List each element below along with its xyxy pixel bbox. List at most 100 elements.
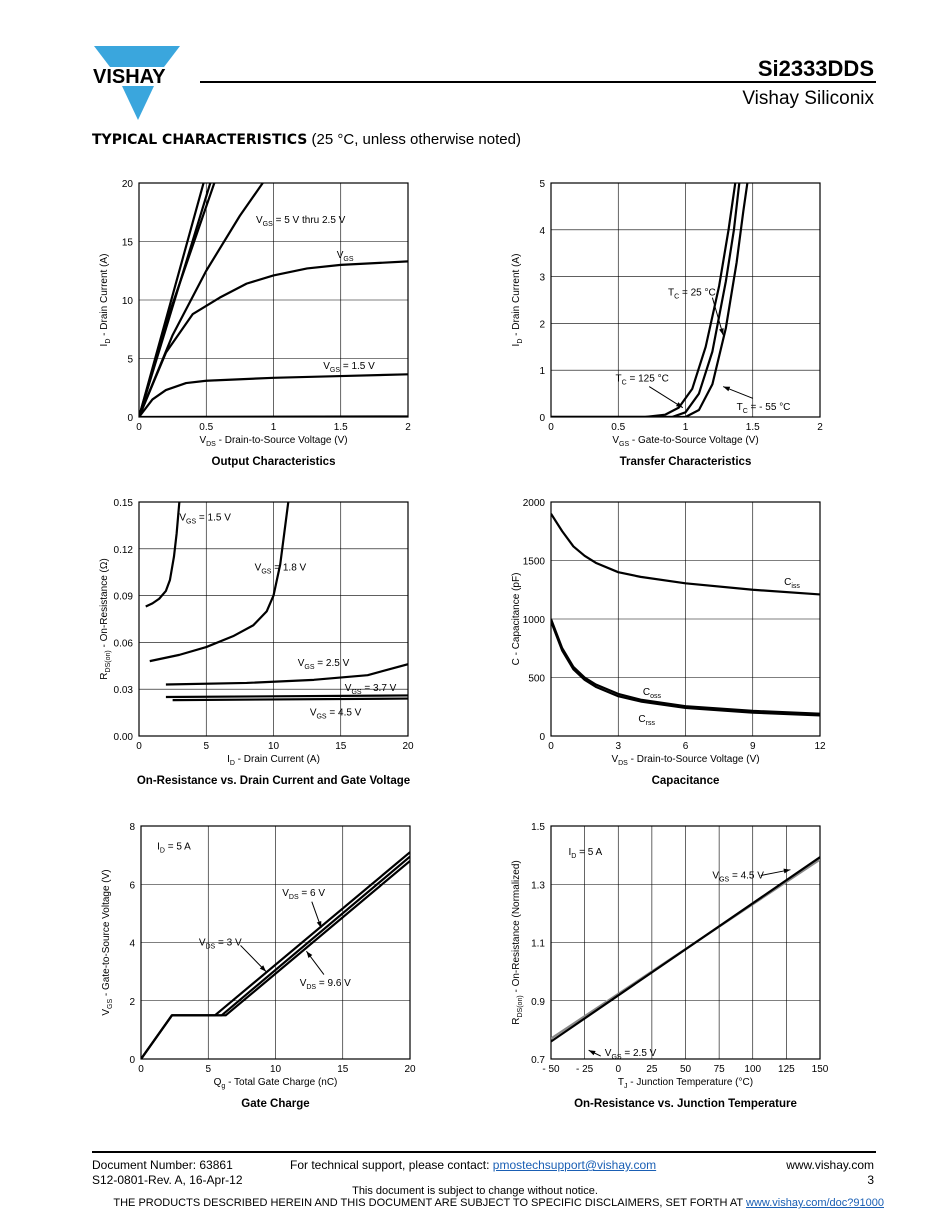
y-tick-label: 0 [539, 413, 545, 424]
y-tick-label: 0.9 [531, 997, 545, 1008]
y-tick-label: 0.7 [531, 1055, 545, 1066]
annotation-label: VGS = 5 V thru 2.5 V [256, 215, 346, 228]
annotation-label: VGS = 4.5 V [310, 708, 362, 721]
x-tick-label: 5 [205, 1064, 211, 1075]
y-tick-label: 0.09 [114, 592, 134, 603]
series-curve [139, 183, 216, 417]
y-tick-label: 0.06 [114, 638, 134, 649]
series-curve [165, 663, 408, 686]
series-curve [149, 502, 290, 663]
series-curve [551, 618, 820, 715]
y-axis-label: RDS(on) - On-Resistance (Ω) [99, 558, 112, 679]
annotation-label: Crss [638, 714, 655, 727]
y-tick-label: 0 [539, 732, 545, 743]
arrowhead [783, 868, 791, 874]
x-tick-label: 0 [136, 422, 142, 433]
annotation-label: ID = 5 A [157, 841, 191, 854]
x-tick-label: 25 [646, 1064, 658, 1075]
series-curve [139, 415, 408, 417]
x-tick-label: - 25 [576, 1064, 594, 1075]
x-axis-label: Qg - Total Gate Charge (nC) [214, 1077, 338, 1090]
y-axis-label: ID - Drain Current (A) [511, 254, 524, 347]
annotation-label: VGS = 4.5 V [712, 870, 764, 883]
chart-title: Transfer Characteristics [620, 456, 752, 468]
y-tick-label: 15 [122, 238, 134, 249]
y-axis-label: RDS(on) - On-Resistance (Normalized) [511, 860, 524, 1024]
y-tick-label: 1.3 [531, 880, 545, 891]
disclaimer-text: THE PRODUCTS DESCRIBED HEREIN AND THIS D… [113, 1197, 747, 1209]
chart-3: 0 3 6 9 12 0 500 1000 1500 2000 Ciss Coss Crss VDS - … [511, 498, 826, 787]
website: www.vishay.com [786, 1158, 874, 1172]
manufacturer: Vishay Siliconix [742, 88, 874, 109]
x-tick-label: 0.5 [611, 422, 625, 433]
plot-frame [138, 501, 409, 737]
x-tick-label: 0.5 [199, 422, 213, 433]
x-tick-label: 20 [402, 741, 414, 752]
x-tick-label: 10 [270, 1064, 282, 1075]
chart-1: 0 0.5 1 1.5 2 0 1 2 3 4 5 TC = 25 °C TC = 125 °C TC =… [511, 179, 823, 468]
doc-number: Document Number: 63861 [92, 1158, 233, 1172]
arrowhead [259, 965, 267, 972]
x-tick-label: 125 [778, 1064, 795, 1075]
annotation-label: ID = 5 A [568, 847, 602, 860]
y-tick-label: 4 [129, 939, 135, 950]
y-tick-label: 1.5 [531, 822, 545, 833]
x-tick-label: 12 [814, 741, 826, 752]
x-tick-label: 75 [714, 1064, 726, 1075]
x-tick-label: 15 [335, 741, 347, 752]
annotation-label: VGS = 1.8 V [255, 563, 307, 576]
x-tick-label: 0 [138, 1064, 144, 1075]
section-note: (25 °C, unless otherwise noted) [311, 131, 521, 148]
x-axis-label: ID - Drain Current (A) [227, 754, 320, 767]
chart-title: On-Resistance vs. Junction Temperature [574, 1098, 797, 1110]
arrowhead [316, 920, 322, 928]
series-curve [141, 860, 410, 1059]
y-tick-label: 2000 [523, 498, 546, 509]
support-email-link[interactable]: pmostechsupport@vishay.com [492, 1158, 657, 1172]
annotation-label: VDS = 6 V [282, 888, 325, 901]
support-text: For technical support, please contact: [290, 1158, 493, 1172]
annotation-label: VGS = 2.5 V [298, 658, 350, 671]
series-curve [172, 697, 408, 702]
chart-5: - 50 - 25 0 25 50 75 100 125 150 0.7 0.9 1.1 1.3 1.5 I… [511, 822, 829, 1110]
y-tick-label: 2 [539, 319, 545, 330]
arrowhead [675, 402, 683, 408]
x-tick-label: 1.5 [334, 422, 348, 433]
plot-frame [140, 825, 411, 1060]
arrowhead [306, 951, 313, 958]
x-tick-label: 2 [817, 422, 823, 433]
x-tick-label: 6 [683, 741, 689, 752]
x-tick-label: 15 [337, 1064, 349, 1075]
y-tick-label: 0.15 [114, 498, 134, 509]
y-tick-label: 1000 [523, 615, 546, 626]
arrowhead [719, 328, 724, 336]
y-tick-label: 1.1 [531, 939, 545, 950]
y-tick-label: 1500 [523, 557, 546, 568]
annotation-label: VGS = 1.5 V [179, 513, 231, 526]
x-tick-label: 20 [404, 1064, 416, 1075]
chart-4: 0 5 10 15 20 0 2 4 6 8 ID = 5 A VDS = 6 V VDS = 3 V V… [101, 822, 416, 1110]
disclaimer: THE PRODUCTS DESCRIBED HEREIN AND THIS D… [74, 1197, 884, 1209]
annotation-label: Coss [643, 687, 662, 700]
annotation-arrow [648, 386, 684, 409]
x-tick-label: 10 [268, 741, 280, 752]
x-tick-label: - 50 [542, 1064, 560, 1075]
arrowhead [588, 1050, 596, 1056]
y-tick-label: 6 [129, 880, 135, 891]
chart-title: Gate Charge [241, 1098, 309, 1110]
chart-title: Capacitance [652, 775, 720, 787]
header-rule [200, 81, 876, 83]
y-axis-label: ID - Drain Current (A) [99, 254, 112, 347]
chart-title: Output Characteristics [212, 456, 336, 468]
section-title: TYPICAL CHARACTERISTICS [92, 132, 308, 148]
chart-title: On-Resistance vs. Drain Current and Gate… [137, 775, 410, 787]
disclaimer-link[interactable]: www.vishay.com/doc?91000 [746, 1197, 884, 1209]
x-tick-label: 2 [405, 422, 411, 433]
x-tick-label: 0 [548, 741, 554, 752]
series-curve [551, 183, 749, 417]
annotation-label: TC = 125 °C [616, 373, 669, 386]
x-tick-label: 0 [548, 422, 554, 433]
annotation-label: VGS = 1.5 V [323, 361, 375, 374]
x-axis-label: VDS - Drain-to-Source Voltage (V) [199, 435, 347, 448]
